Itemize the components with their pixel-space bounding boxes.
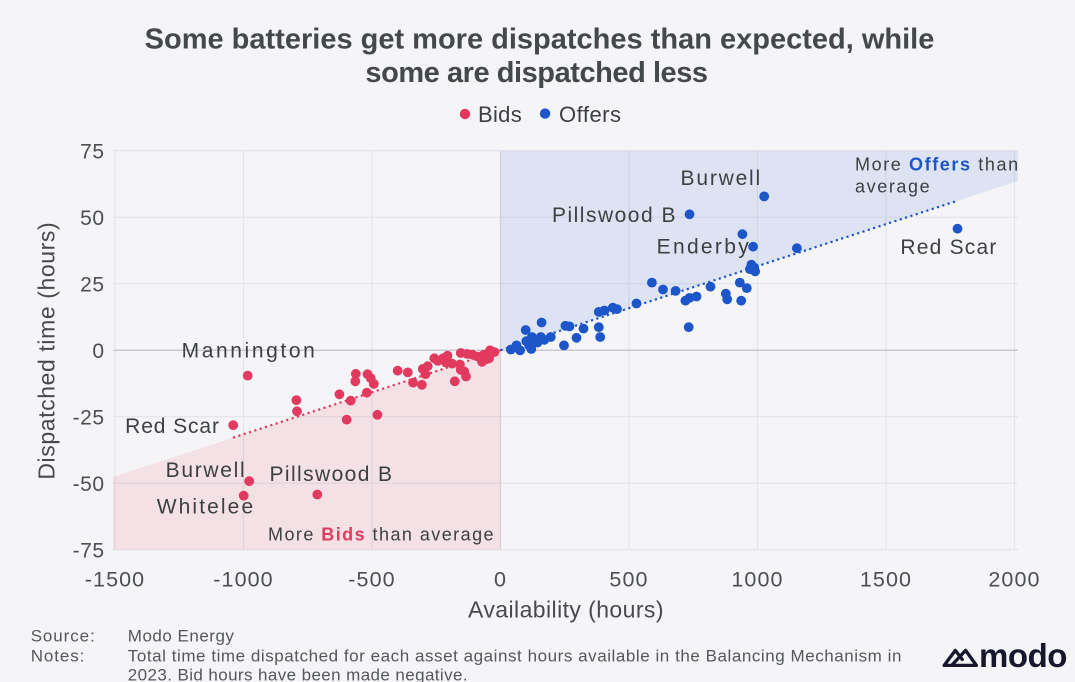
svg-text:Source:: Source: xyxy=(31,626,96,645)
svg-text:Red Scar: Red Scar xyxy=(125,415,220,438)
svg-text:75: 75 xyxy=(80,141,104,164)
svg-text:average: average xyxy=(855,176,931,196)
svg-text:Availability (hours): Availability (hours) xyxy=(468,597,664,623)
svg-text:Mannington: Mannington xyxy=(182,340,318,363)
svg-text:2000: 2000 xyxy=(988,567,1040,591)
svg-text:0: 0 xyxy=(494,567,507,591)
svg-text:-1000: -1000 xyxy=(213,567,274,591)
svg-text:0: 0 xyxy=(92,340,104,363)
svg-text:Burwell: Burwell xyxy=(166,459,247,482)
svg-text:Total time time dispatched for: Total time time dispatched for each asse… xyxy=(128,646,902,665)
svg-text:Whitelee: Whitelee xyxy=(157,495,256,518)
svg-text:modo: modo xyxy=(979,637,1067,674)
svg-text:-75: -75 xyxy=(73,540,105,563)
svg-text:2023. Bid hours have been made: 2023. Bid hours have been made negative. xyxy=(128,666,468,682)
svg-text:1000: 1000 xyxy=(731,567,783,591)
svg-text:Pillswood B: Pillswood B xyxy=(270,463,394,486)
svg-text:Burwell: Burwell xyxy=(681,167,762,190)
svg-text:Modo Energy: Modo Energy xyxy=(128,626,235,645)
svg-text:-1500: -1500 xyxy=(85,567,146,591)
svg-text:Bids: Bids xyxy=(478,102,522,127)
svg-text:-500: -500 xyxy=(348,567,395,591)
svg-text:1500: 1500 xyxy=(860,567,912,591)
svg-text:Red Scar: Red Scar xyxy=(900,236,997,259)
svg-text:Some batteries get more dispat: Some batteries get more dispatches than … xyxy=(145,23,935,55)
svg-text:50: 50 xyxy=(80,207,104,230)
svg-text:Dispatched time (hours): Dispatched time (hours) xyxy=(34,222,60,480)
svg-text:-50: -50 xyxy=(73,473,105,496)
svg-text:More Bids than average: More Bids than average xyxy=(268,524,495,544)
svg-text:500: 500 xyxy=(609,567,648,591)
svg-text:Pillswood B: Pillswood B xyxy=(552,204,677,227)
svg-text:-25: -25 xyxy=(73,407,105,430)
svg-text:25: 25 xyxy=(80,274,104,297)
svg-text:Enderby: Enderby xyxy=(657,235,751,258)
svg-text:More Offers than: More Offers than xyxy=(855,155,1020,175)
svg-text:Notes:: Notes: xyxy=(31,646,86,665)
svg-text:some are dispatched less: some are dispatched less xyxy=(365,57,707,89)
svg-text:Offers: Offers xyxy=(559,102,622,127)
